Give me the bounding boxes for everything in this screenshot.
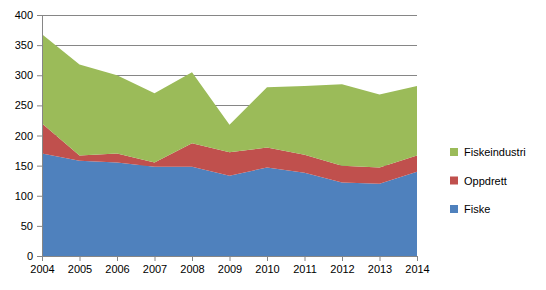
tick-label: 2008 [180, 263, 204, 275]
grid [42, 15, 417, 256]
tick: 300 [15, 69, 42, 81]
tick-mark [37, 105, 42, 106]
tick: 2008 [180, 256, 204, 275]
y-axis: 0 50 100 150 200 250 300 350 400 [15, 9, 43, 262]
legend-label: Oppdrett [464, 175, 507, 187]
grid-line [42, 15, 417, 16]
tick: 2013 [368, 256, 392, 275]
legend-swatch [450, 177, 458, 185]
plot-area [42, 34, 417, 256]
tick-label: 2007 [143, 263, 167, 275]
tick-mark [37, 45, 42, 46]
tick-label: 2005 [68, 263, 92, 275]
tick: 50 [21, 220, 42, 232]
tick: 2012 [330, 256, 354, 275]
tick: 100 [15, 190, 42, 202]
legend-swatch [450, 148, 458, 156]
tick-mark [342, 256, 343, 261]
tick-mark [37, 136, 42, 137]
tick: 2010 [255, 256, 279, 275]
tick-label: 250 [15, 99, 33, 111]
tick-label: 200 [15, 130, 33, 142]
tick: 2005 [68, 256, 92, 275]
tick-mark [192, 256, 193, 261]
tick-label: 2012 [330, 263, 354, 275]
legend-swatch [450, 205, 458, 213]
tick-label: 50 [21, 220, 33, 232]
tick: 250 [15, 99, 42, 111]
tick: 2011 [293, 256, 317, 275]
legend-item: Fiskeindustri [450, 146, 526, 158]
tick-mark [37, 256, 42, 257]
legend-item: Fiske [450, 203, 490, 215]
area [42, 34, 417, 167]
tick: 400 [15, 9, 42, 21]
tick-mark [380, 256, 381, 261]
tick-label: 2011 [293, 263, 317, 275]
chart: 0 50 100 150 200 250 300 350 400 2004 2005 2006 2007… [0, 0, 546, 290]
tick: 0 [27, 250, 42, 262]
tick: 350 [15, 39, 42, 51]
tick-mark [37, 226, 42, 227]
tick-label: 400 [15, 9, 33, 21]
tick-label: 2010 [255, 263, 279, 275]
tick-mark [305, 256, 306, 261]
tick: 200 [15, 130, 42, 142]
tick-mark [37, 166, 42, 167]
legend-item: Oppdrett [450, 175, 507, 187]
tick-label: 100 [15, 190, 33, 202]
tick-mark [155, 256, 156, 261]
tick-label: 150 [15, 160, 33, 172]
tick: 2014 [405, 256, 429, 275]
legend-label: Fiskeindustri [464, 146, 526, 158]
tick-mark [37, 15, 42, 16]
tick-label: 2004 [30, 263, 54, 275]
tick-mark [117, 256, 118, 261]
tick-mark [417, 256, 418, 261]
tick-mark [230, 256, 231, 261]
tick-mark [42, 256, 43, 261]
tick: 2006 [105, 256, 129, 275]
tick: 150 [15, 160, 42, 172]
tick-label: 0 [27, 250, 33, 262]
tick-label: 2013 [368, 263, 392, 275]
tick: 2007 [143, 256, 167, 275]
axis-line [37, 16, 43, 257]
tick-label: 2006 [105, 263, 129, 275]
legend-label: Fiske [464, 203, 490, 215]
tick-mark [37, 196, 42, 197]
tick: 2009 [218, 256, 242, 275]
tick: 2004 [30, 256, 54, 275]
tick-label: 300 [15, 69, 33, 81]
tick-mark [267, 256, 268, 261]
legend: Fiskeindustri Oppdrett Fiske [450, 146, 526, 215]
tick-label: 2009 [218, 263, 242, 275]
axis-line [43, 257, 418, 262]
tick-label: 350 [15, 39, 33, 51]
tick-label: 2014 [405, 263, 429, 275]
tick-mark [37, 75, 42, 76]
tick-mark [80, 256, 81, 261]
grid-line [42, 45, 417, 46]
x-axis: 2004 2005 2006 2007 2008 2009 2010 2011 2012 2013… [30, 256, 429, 275]
